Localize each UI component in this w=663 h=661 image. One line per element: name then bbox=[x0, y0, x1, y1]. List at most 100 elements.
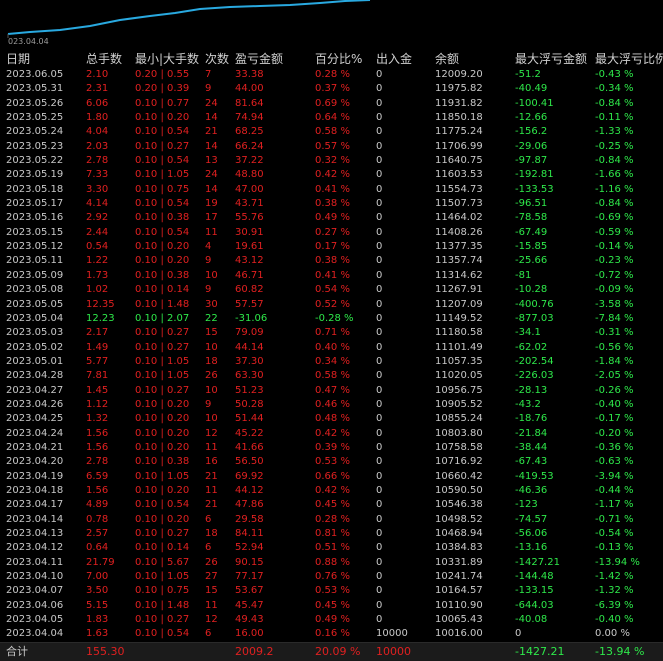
cell-deposit: 0 bbox=[376, 312, 383, 324]
cell-max-float-loss: -133.53 bbox=[515, 183, 554, 195]
cell-max-float-loss-pct: -0.44 % bbox=[595, 484, 634, 496]
cell-date: 2023.04.26 bbox=[6, 398, 64, 410]
cell-pnl: 66.24 bbox=[235, 140, 264, 152]
cell-count: 24 bbox=[205, 169, 218, 181]
cell-deposit: 0 bbox=[376, 140, 383, 152]
cell-max-float-loss: -74.57 bbox=[515, 513, 548, 525]
cell-max-float-loss-pct: -1.66 % bbox=[595, 169, 634, 181]
cell-date: 2023.04.11 bbox=[6, 556, 64, 568]
table-row: 2023.04.19 6.59 0.10 | 1.05 21 69.92 0.66 % 0 1… bbox=[0, 470, 663, 484]
cell-pnl: 77.17 bbox=[235, 571, 264, 583]
cell-min-max-lots: 0.10 | 0.54 bbox=[135, 226, 190, 238]
header-total-lots: 总手数 bbox=[86, 52, 123, 66]
cell-percent: 0.57 % bbox=[315, 140, 350, 152]
table-total-row: 合计 155.30 2009.2 20.09 % 10000 -1427.21 -13.94… bbox=[0, 641, 663, 661]
cell-min-max-lots: 0.10 | 0.27 bbox=[135, 327, 190, 339]
cell-deposit: 0 bbox=[376, 585, 383, 597]
cell-balance: 11101.49 bbox=[435, 341, 483, 353]
cell-percent: 0.40 % bbox=[315, 341, 350, 353]
cell-balance: 10498.52 bbox=[435, 513, 483, 525]
cell-pnl: 74.94 bbox=[235, 112, 264, 124]
cell-max-float-loss: 0 bbox=[515, 628, 522, 640]
cell-date: 2023.05.12 bbox=[6, 241, 64, 253]
cell-percent: 0.42 % bbox=[315, 484, 350, 496]
cell-count: 12 bbox=[205, 427, 218, 439]
cell-deposit: 0 bbox=[376, 269, 383, 281]
cell-balance: 10384.83 bbox=[435, 542, 483, 554]
cell-percent: 0.64 % bbox=[315, 112, 350, 124]
cell-date: 2023.04.21 bbox=[6, 441, 64, 453]
cell-max-float-loss: -1427.21 bbox=[515, 644, 565, 658]
cell-percent: 0.71 % bbox=[315, 327, 350, 339]
cell-max-float-loss: -38.44 bbox=[515, 441, 548, 453]
cell-max-float-loss: -43.2 bbox=[515, 398, 541, 410]
cell-date: 2023.05.31 bbox=[6, 83, 64, 95]
cell-count: 10 bbox=[205, 341, 218, 353]
cell-pnl: 16.00 bbox=[235, 628, 264, 640]
cell-max-float-loss-pct: -0.13 % bbox=[595, 542, 634, 554]
cell-total-lots: 1.63 bbox=[86, 628, 109, 640]
cell-date: 2023.05.02 bbox=[6, 341, 64, 353]
cell-max-float-loss: -51.2 bbox=[515, 69, 541, 80]
cell-total-lots: 1.02 bbox=[86, 284, 109, 296]
cell-min-max-lots: 0.10 | 0.20 bbox=[135, 398, 190, 410]
cell-max-float-loss-pct: -6.39 % bbox=[595, 599, 634, 611]
cell-date: 2023.05.18 bbox=[6, 183, 64, 195]
cell-pnl: 49.43 bbox=[235, 614, 264, 626]
cell-max-float-loss: -21.84 bbox=[515, 427, 548, 439]
table-row: 2023.05.12 0.54 0.10 | 0.20 4 19.61 0.17 % 0 11… bbox=[0, 240, 663, 254]
cell-min-max-lots: 0.10 | 1.05 bbox=[135, 355, 190, 367]
table-row: 2023.04.06 5.15 0.10 | 1.48 11 45.47 0.45 % 0 1… bbox=[0, 599, 663, 613]
cell-min-max-lots: 0.10 | 0.27 bbox=[135, 528, 190, 539]
cell-max-float-loss-pct: -1.84 % bbox=[595, 355, 634, 367]
cell-pnl: 51.44 bbox=[235, 413, 264, 425]
cell-date: 2023.05.19 bbox=[6, 169, 64, 181]
cell-deposit: 0 bbox=[376, 413, 383, 425]
cell-date: 2023.04.05 bbox=[6, 614, 64, 626]
cell-min-max-lots: 0.10 | 0.20 bbox=[135, 112, 190, 124]
cell-max-float-loss: -12.66 bbox=[515, 112, 548, 124]
cell-count: 11 bbox=[205, 484, 218, 496]
cell-max-float-loss: -56.06 bbox=[515, 528, 548, 539]
table-row: 2023.04.10 7.00 0.10 | 1.05 27 77.17 0.76 % 0 1… bbox=[0, 570, 663, 584]
cell-balance: 12009.20 bbox=[435, 69, 483, 80]
cell-count: 17 bbox=[205, 212, 218, 224]
cell-percent: 0.42 % bbox=[315, 427, 350, 439]
cell-min-max-lots: 0.10 | 0.14 bbox=[135, 542, 190, 554]
cell-total-lots: 0.64 bbox=[86, 542, 109, 554]
cell-date: 2023.05.05 bbox=[6, 298, 64, 310]
cell-count: 30 bbox=[205, 298, 218, 310]
cell-max-float-loss-pct: -0.43 % bbox=[595, 69, 634, 80]
cell-max-float-loss: -133.15 bbox=[515, 585, 554, 597]
cell-total-lots: 0.78 bbox=[86, 513, 109, 525]
table-row: 2023.04.25 1.32 0.10 | 0.20 10 51.44 0.48 % 0 1… bbox=[0, 412, 663, 426]
header-percent: 百分比% bbox=[315, 52, 363, 66]
cell-balance: 11207.09 bbox=[435, 298, 483, 310]
cell-percent: 0.49 % bbox=[315, 212, 350, 224]
cell-date: 2023.04.18 bbox=[6, 484, 64, 496]
cell-total-lots: 4.89 bbox=[86, 499, 109, 511]
cell-max-float-loss: -13.16 bbox=[515, 542, 548, 554]
cell-max-float-loss-pct: -0.59 % bbox=[595, 226, 634, 238]
cell-deposit: 0 bbox=[376, 97, 383, 109]
cell-deposit: 0 bbox=[376, 556, 383, 568]
cell-max-float-loss: -644.03 bbox=[515, 599, 554, 611]
cell-count: 10 bbox=[205, 413, 218, 425]
cell-max-float-loss: -202.54 bbox=[515, 355, 554, 367]
cell-max-float-loss-pct: -13.94 % bbox=[595, 644, 645, 658]
table-row: 2023.05.19 7.33 0.10 | 1.05 24 48.80 0.42 % 0 1… bbox=[0, 168, 663, 182]
cell-balance: 10546.38 bbox=[435, 499, 483, 511]
cell-deposit: 0 bbox=[376, 499, 383, 511]
cell-date: 2023.04.14 bbox=[6, 513, 64, 525]
cell-percent: 0.49 % bbox=[315, 614, 350, 626]
cell-percent: 0.38 % bbox=[315, 255, 350, 267]
cell-deposit: 0 bbox=[376, 241, 383, 253]
cell-count: 10 bbox=[205, 269, 218, 281]
table-row: 2023.05.05 12.35 0.10 | 1.48 30 57.57 0.52 % 0… bbox=[0, 298, 663, 312]
cell-date: 2023.04.04 bbox=[6, 628, 64, 640]
header-max-float-loss-pct: 最大浮亏比例 bbox=[595, 52, 663, 66]
cell-balance: 11640.75 bbox=[435, 155, 483, 167]
table-row: 2023.04.12 0.64 0.10 | 0.14 6 52.94 0.51 % 0 10… bbox=[0, 541, 663, 555]
cell-count: 11 bbox=[205, 599, 218, 611]
cell-deposit: 0 bbox=[376, 69, 383, 80]
